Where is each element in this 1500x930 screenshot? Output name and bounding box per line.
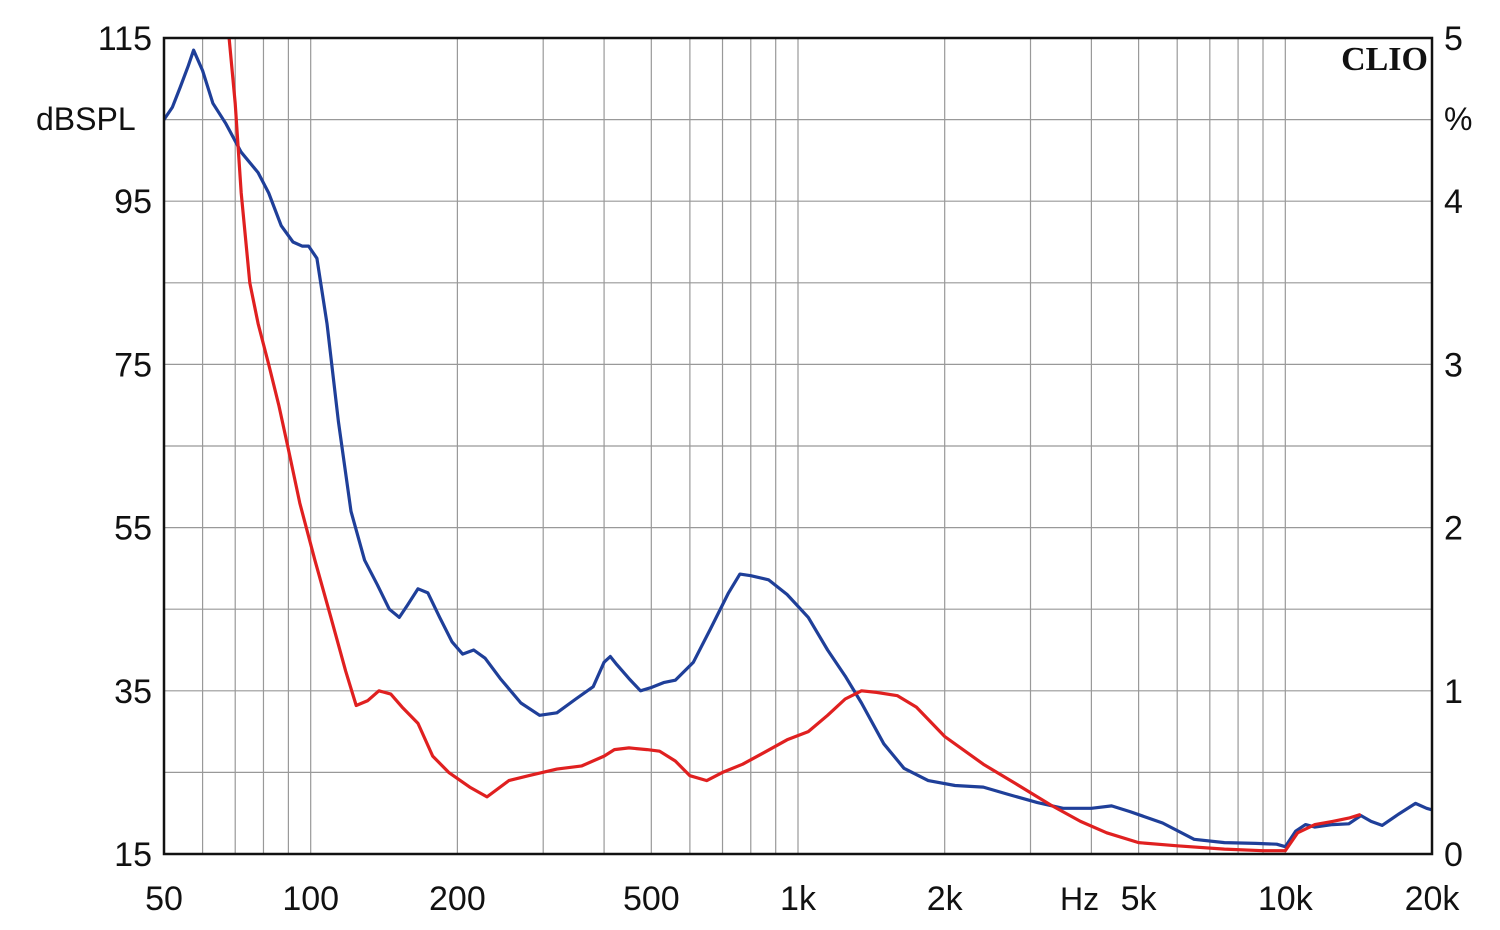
y-left-tick-label: 115 [98, 20, 152, 58]
y-left-tick-label: 75 [114, 346, 152, 384]
axis-labels: dBSPL % Hz CLIO 50 100 200 500 1k 2k 5k 10k 20k1… [36, 20, 1472, 918]
x-tick-label: 500 [623, 880, 680, 918]
y-right-tick-label: 1 [1444, 673, 1463, 711]
brand-logo-text: CLIO [1341, 41, 1428, 78]
plot-frame [162, 36, 1434, 856]
grid [164, 38, 1432, 854]
x-tick-label: 1k [780, 880, 817, 918]
x-unit-label: Hz [1060, 881, 1099, 917]
x-tick-label: 10k [1258, 880, 1314, 918]
y-right-tick-label: 2 [1444, 510, 1463, 548]
x-tick-label: 50 [145, 880, 183, 918]
y-left-tick-label: 35 [114, 673, 152, 711]
y-right-tick-label: 0 [1444, 836, 1463, 874]
x-tick-label: 20k [1405, 880, 1461, 918]
y-left-tick-label: 95 [114, 183, 152, 221]
y-left-tick-label: 55 [114, 510, 152, 548]
series-line-1 [164, 48, 1432, 849]
x-tick-label: 5k [1121, 880, 1158, 918]
x-tick-label: 100 [282, 880, 339, 918]
y-left-tick-label: 15 [114, 836, 152, 874]
y-right-unit-label: % [1444, 101, 1472, 137]
x-tick-label: 200 [429, 880, 486, 918]
y-right-tick-label: 4 [1444, 183, 1463, 221]
series-layer [164, 38, 1432, 853]
series-line-2 [227, 38, 1362, 853]
y-left-unit-label: dBSPL [36, 101, 136, 137]
x-tick-label: 2k [927, 880, 964, 918]
y-right-tick-label: 5 [1444, 20, 1463, 58]
y-right-tick-label: 3 [1444, 346, 1463, 384]
